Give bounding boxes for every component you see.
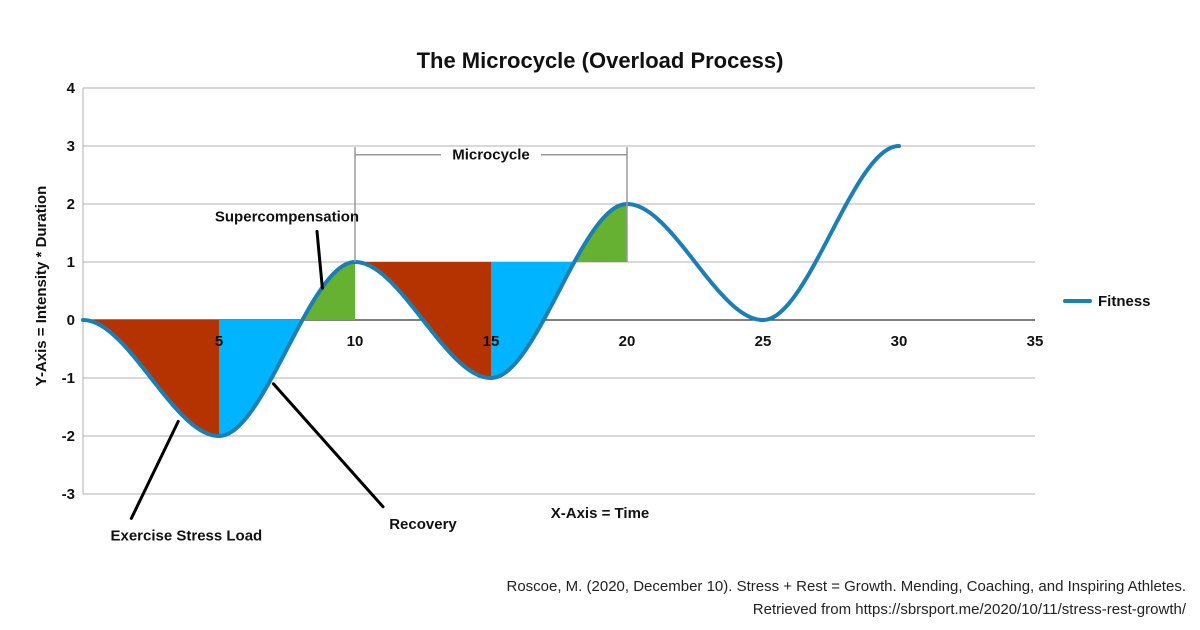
citation-line-2: Retrieved from https://sbrsport.me/2020/… <box>752 601 1186 618</box>
legend: Fitness <box>1063 293 1151 310</box>
x-tick-15: 15 <box>483 333 500 350</box>
y-tick-2: 2 <box>67 196 75 213</box>
citation-line-1: Roscoe, M. (2020, December 10). Stress +… <box>506 578 1186 595</box>
region-supercompensation-5 <box>572 204 627 266</box>
y-tick--1: -1 <box>62 370 75 387</box>
y-tick--2: -2 <box>62 428 75 445</box>
annotation-leader-0 <box>315 229 324 290</box>
y-axis-label: Y-Axis = Intensity * Duration <box>33 186 50 386</box>
x-tick-5: 5 <box>215 333 223 350</box>
x-tick-30: 30 <box>891 333 908 350</box>
annotations: Supercompensation Exercise Stress Load Rec… <box>110 208 457 544</box>
annotation-label-0: Supercompensation <box>215 208 359 225</box>
y-tick-labels: -3 -2 -1 0 1 2 3 4 <box>62 80 76 503</box>
legend-label-fitness: Fitness <box>1098 293 1151 310</box>
chart-title: The Microcycle (Overload Process) <box>417 48 784 73</box>
series-lines <box>81 144 901 438</box>
y-tick-1: 1 <box>67 254 75 271</box>
region-recovery-4 <box>491 262 573 378</box>
annotation-leader-1 <box>129 420 180 520</box>
x-axis-label: X-Axis = Time <box>551 505 650 522</box>
annotation-leader-2 <box>271 382 385 509</box>
x-tick-35: 35 <box>1027 333 1044 350</box>
y-tick--3: -3 <box>62 486 75 503</box>
x-tick-25: 25 <box>755 333 772 350</box>
microcycle-bracket: Microcycle <box>354 147 628 262</box>
x-tick-10: 10 <box>347 333 364 350</box>
x-tick-20: 20 <box>619 333 636 350</box>
region-supercompensation-2 <box>300 262 355 324</box>
region-recovery-1 <box>219 320 301 436</box>
x-tick-labels: 5 10 15 20 25 30 35 <box>215 333 1044 350</box>
annotation-label-1: Exercise Stress Load <box>110 527 262 544</box>
y-tick-4: 4 <box>67 80 76 97</box>
bracket-label: Microcycle <box>452 147 530 164</box>
annotation-label-2: Recovery <box>389 516 457 533</box>
y-tick-3: 3 <box>67 138 75 155</box>
series-line-fitness <box>81 144 901 438</box>
y-tick-0: 0 <box>67 312 75 329</box>
